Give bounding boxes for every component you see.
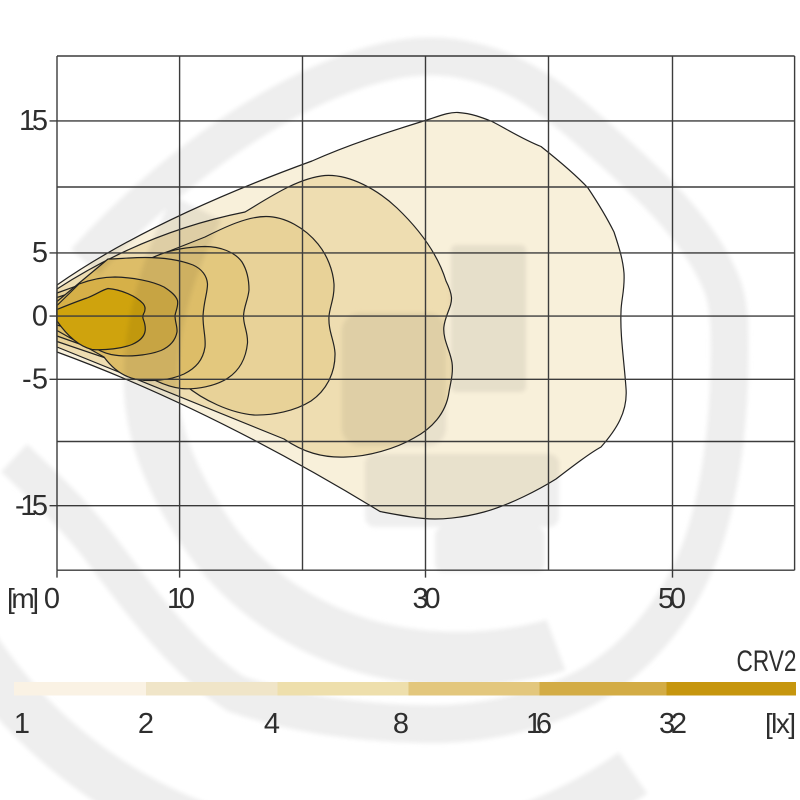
svg-text:16: 16 bbox=[526, 708, 552, 740]
svg-text:4: 4 bbox=[264, 708, 280, 740]
svg-text:-15: -15 bbox=[15, 490, 48, 522]
svg-text:-5: -5 bbox=[22, 364, 48, 396]
svg-text:[lx]: [lx] bbox=[765, 708, 796, 739]
svg-text:0: 0 bbox=[32, 300, 48, 332]
svg-text:50: 50 bbox=[658, 583, 686, 615]
svg-text:8: 8 bbox=[393, 708, 409, 740]
svg-text:15: 15 bbox=[19, 105, 48, 137]
svg-text:10: 10 bbox=[167, 583, 195, 615]
svg-text:30: 30 bbox=[413, 583, 441, 615]
svg-text:0: 0 bbox=[44, 583, 60, 615]
svg-text:1: 1 bbox=[14, 708, 30, 740]
svg-text:[m]: [m] bbox=[7, 583, 39, 614]
svg-text:32: 32 bbox=[659, 708, 687, 740]
svg-text:2: 2 bbox=[138, 708, 154, 740]
svg-text:CRV2: CRV2 bbox=[737, 645, 797, 678]
svg-text:5: 5 bbox=[32, 237, 48, 269]
